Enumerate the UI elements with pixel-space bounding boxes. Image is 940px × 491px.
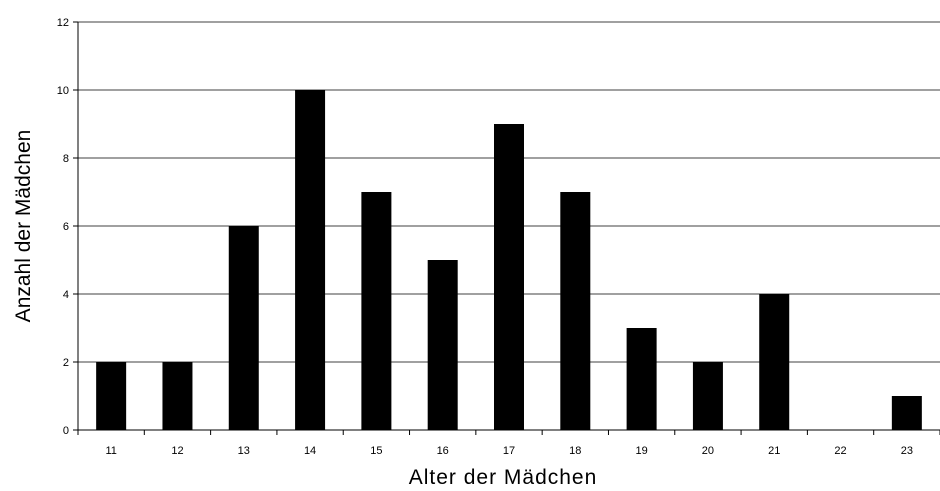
x-tick-label: 16 bbox=[437, 445, 449, 457]
bar-15 bbox=[361, 192, 392, 430]
x-tick-label: 15 bbox=[370, 445, 382, 457]
bar-19 bbox=[626, 328, 657, 430]
x-tick-label: 20 bbox=[702, 445, 714, 457]
bars bbox=[96, 90, 922, 430]
x-axis-title: Alter der Mädchen bbox=[409, 466, 598, 489]
x-tick-label: 21 bbox=[768, 445, 780, 457]
bar-20 bbox=[692, 362, 723, 430]
x-tick-label: 22 bbox=[834, 445, 846, 457]
bar-23 bbox=[891, 396, 922, 430]
x-tick-label: 13 bbox=[238, 445, 250, 457]
y-tick-label: 6 bbox=[63, 221, 69, 233]
bar-21 bbox=[759, 294, 790, 430]
bar-14 bbox=[295, 90, 326, 430]
y-tick-label: 8 bbox=[63, 153, 69, 165]
y-tick-label: 2 bbox=[63, 357, 69, 369]
y-tick-label: 0 bbox=[63, 425, 69, 437]
x-tick-labels: 11 12 13 14 15 16 17 18 19 20 21 22 23 bbox=[77, 430, 940, 457]
x-tick-label: 11 bbox=[105, 445, 116, 457]
bar-16 bbox=[427, 260, 458, 430]
bar-13 bbox=[228, 226, 259, 430]
y-axis-title: Anzahl der Mädchen bbox=[12, 130, 35, 323]
x-tick-label: 23 bbox=[901, 445, 913, 457]
axes bbox=[77, 22, 940, 431]
y-tick-label: 12 bbox=[57, 17, 69, 29]
y-tick-label: 10 bbox=[57, 85, 69, 97]
x-tick-label: 12 bbox=[171, 445, 183, 457]
bar-11 bbox=[96, 362, 127, 430]
bar-17 bbox=[494, 124, 524, 430]
x-tick-label: 14 bbox=[304, 445, 316, 457]
bar-12 bbox=[162, 362, 193, 430]
y-tick-label: 4 bbox=[63, 289, 69, 301]
y-tick-labels: 0 2 4 6 8 10 12 bbox=[57, 17, 69, 437]
x-tick-label: 17 bbox=[503, 445, 515, 457]
x-tick-label: 19 bbox=[635, 445, 647, 457]
bar-18 bbox=[560, 192, 591, 430]
x-tick-label: 18 bbox=[569, 445, 581, 457]
